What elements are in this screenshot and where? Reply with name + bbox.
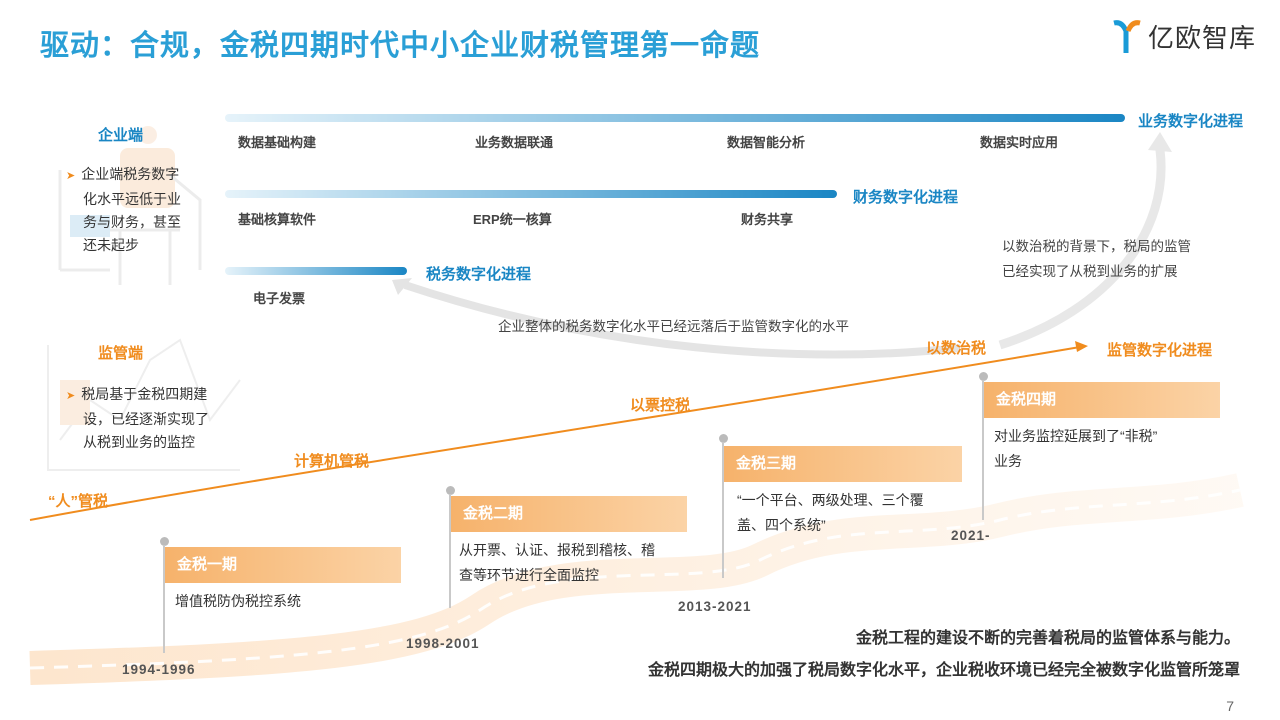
supervision-curve [29,346,1081,521]
bullet-arrow-icon: ➤ [66,390,76,402]
page-title: 驱动：合规，金税四期时代中小企业财税管理第一命题 [40,30,761,62]
timeline-dot [719,434,728,443]
timeline-dot [979,372,988,381]
supervision-track-label: 监管数字化进程 [1107,342,1213,359]
stage-label: 以数治税 [926,340,987,357]
timeline-dot [446,486,455,495]
timeline-line [982,380,984,520]
tax-bar [225,267,407,275]
finance-track-label: 财务数字化进程 [853,189,959,206]
enterprise-bullet: ➤ 企业端税务数字 化水平远低于业 务与财务，甚至 还未起步 [66,166,181,253]
extension-note: 以数治税的背景下，税局的监管 已经实现了从税到业务的扩展 [1002,239,1191,279]
conclusion-line-1: 金税工程的建设不断的完善着税局的监管体系与能力。 [855,630,1240,647]
regulator-heading: 监管端 [98,345,144,362]
regulator-bullet: ➤ 税局基于金税四期建 设，已经逐渐实现了 从税到业务的监控 [66,386,209,450]
stage-label: 计算机管税 [294,453,370,470]
finance-bar [225,190,837,198]
enterprise-heading: 企业端 [98,127,144,144]
phase-year-2: 1998-2001 [406,636,480,651]
bullet-arrow-icon: ➤ [66,170,76,182]
phase-desc-2: 从开票、认证、报税到稽核、稽 查等环节进行全面监控 [459,542,655,583]
timeline-line [449,494,451,608]
phase-year-3: 2013-2021 [678,599,752,614]
phase-desc-4: 对业务监控延展到了“非税” 业务 [994,428,1158,469]
timeline-line [722,442,724,578]
business-item: 数据基础构建 [238,135,317,150]
finance-item: ERP统一核算 [473,212,552,227]
stage-label: 以票控税 [630,397,691,414]
tax-item: 电子发票 [253,291,306,306]
phase-box-4: 金税四期 [984,382,1220,418]
finance-item: 基础核算软件 [238,212,317,227]
business-item: 业务数据联通 [475,135,554,150]
business-bar [225,114,1125,122]
logo: 亿欧智库 [1112,18,1256,55]
yiou-logo-icon [1113,19,1141,53]
business-item: 数据实时应用 [980,135,1059,150]
lag-arrow [403,281,961,359]
business-item: 数据智能分析 [727,135,806,150]
stage-label: “人”管税 [48,493,109,510]
phase-box-2: 金税二期 [451,496,687,532]
tax-track-label: 税务数字化进程 [426,266,532,283]
enterprise-illustration [58,126,202,285]
conclusion-line-2: 金税四期极大的加强了税局数字化水平，企业税收环境已经完全被数字化监管所笼罩 [647,662,1240,679]
timeline-dot [160,537,169,546]
phase-year-4: 2021- [951,528,991,543]
regulator-illustration [47,338,241,471]
gray-arc [998,149,1166,350]
page-number: 7 [1226,698,1234,714]
phase-year-1: 1994-1996 [122,662,196,677]
phase-desc-1: 增值税防伪税控系统 [175,593,301,609]
business-track-label: 业务数字化进程 [1138,113,1244,130]
phase-box-3: 金税三期 [724,446,962,482]
timeline-line [163,545,165,653]
logo-text: 亿欧智库 [1148,23,1257,53]
finance-item: 财务共享 [741,212,794,227]
phase-desc-3: “一个平台、两级处理、三个覆 盖、四个系统” [737,492,924,533]
phase-box-1: 金税一期 [165,547,401,583]
lag-note: 企业整体的税务数字化水平已经远落后于监管数字化的水平 [498,319,849,334]
